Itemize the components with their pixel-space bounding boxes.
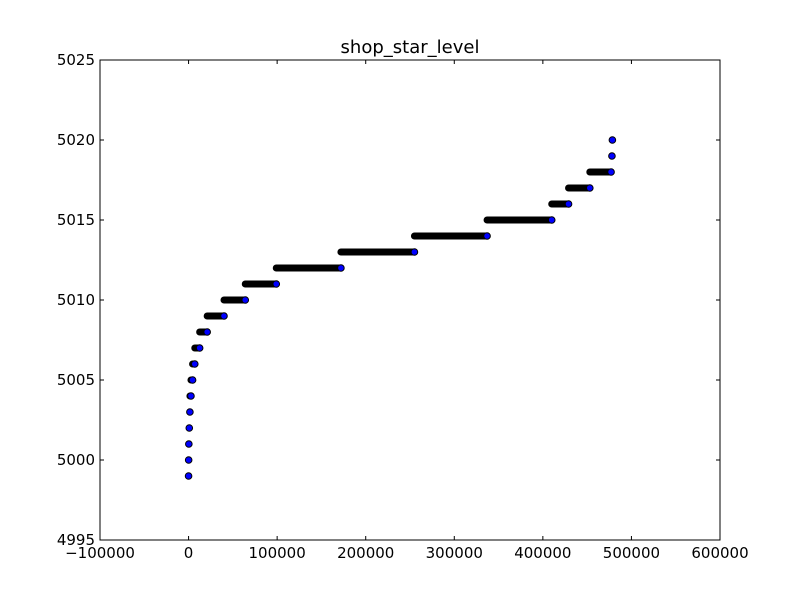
- data-point: [186, 408, 194, 416]
- data-point: [188, 376, 197, 384]
- x-tick-label: 0: [184, 544, 194, 562]
- data-point: [195, 344, 204, 352]
- data-level-5012: [272, 264, 345, 272]
- y-tick-label: 5015: [57, 211, 95, 229]
- data-point: [272, 280, 281, 288]
- y-tick-label: 5020: [57, 131, 95, 149]
- x-tick-label: 200000: [337, 544, 394, 562]
- data-point: [185, 424, 194, 432]
- x-tick-label: 500000: [603, 544, 660, 562]
- data-point: [564, 200, 573, 208]
- data-point: [187, 392, 195, 400]
- data-level-5014: [410, 232, 491, 240]
- data-point: [241, 296, 250, 304]
- x-tick-label: 600000: [691, 544, 748, 562]
- data-level-5010: [220, 296, 250, 304]
- data-point: [220, 312, 228, 320]
- y-tick-label: 5005: [57, 371, 95, 389]
- x-tick-label: −100000: [65, 544, 135, 562]
- y-tick-label: 5010: [57, 291, 95, 309]
- y-tick-labels: 4995 5000 5005 5010 5015 5020 5025: [57, 51, 95, 549]
- y-tick-label: 5000: [57, 451, 95, 469]
- data-point: [184, 472, 193, 480]
- data-point: [190, 360, 199, 368]
- data-level-5015: [483, 216, 556, 224]
- y-tick-label: 4995: [57, 531, 95, 549]
- data-point: [547, 216, 556, 224]
- x-tick-label: 100000: [249, 544, 306, 562]
- data-level-5016: [548, 200, 573, 208]
- data-level-5007: [191, 344, 204, 352]
- data-level-5018: [586, 168, 615, 176]
- plot-frame: [99, 59, 721, 541]
- data-level-5003: [186, 408, 194, 416]
- data-level-5002: [185, 424, 194, 432]
- data-point: [337, 264, 345, 272]
- data-level-5001: [185, 440, 193, 448]
- data-level-5009: [203, 312, 228, 320]
- data-points: [184, 136, 617, 480]
- data-level-5013: [337, 248, 419, 256]
- data-point: [608, 152, 616, 160]
- data-level-5004: [186, 392, 195, 400]
- data-point: [185, 440, 193, 448]
- data-level-5005: [187, 376, 197, 384]
- x-tick-label: 300000: [426, 544, 483, 562]
- x-tick-labels: −100000 0 100000 200000 300000 400000 500000 60…: [65, 544, 749, 562]
- x-tick-label: 400000: [514, 544, 571, 562]
- data-point: [483, 232, 491, 240]
- data-level-5000: [184, 456, 193, 464]
- data-level-5017: [565, 184, 594, 192]
- data-point: [203, 328, 211, 336]
- data-point: [410, 248, 419, 256]
- data-level-5020: [608, 136, 617, 144]
- data-point: [184, 456, 193, 464]
- chart-title: shop_star_level: [341, 37, 480, 58]
- data-point: [586, 184, 594, 192]
- y-tick-label: 5025: [57, 51, 95, 69]
- data-level-5006: [189, 360, 199, 368]
- data-point: [608, 136, 617, 144]
- data-level-5019: [608, 152, 616, 160]
- data-level-5008: [196, 328, 211, 336]
- data-level-4999: [184, 472, 193, 480]
- data-level-5011: [241, 280, 281, 288]
- data-point: [607, 168, 615, 176]
